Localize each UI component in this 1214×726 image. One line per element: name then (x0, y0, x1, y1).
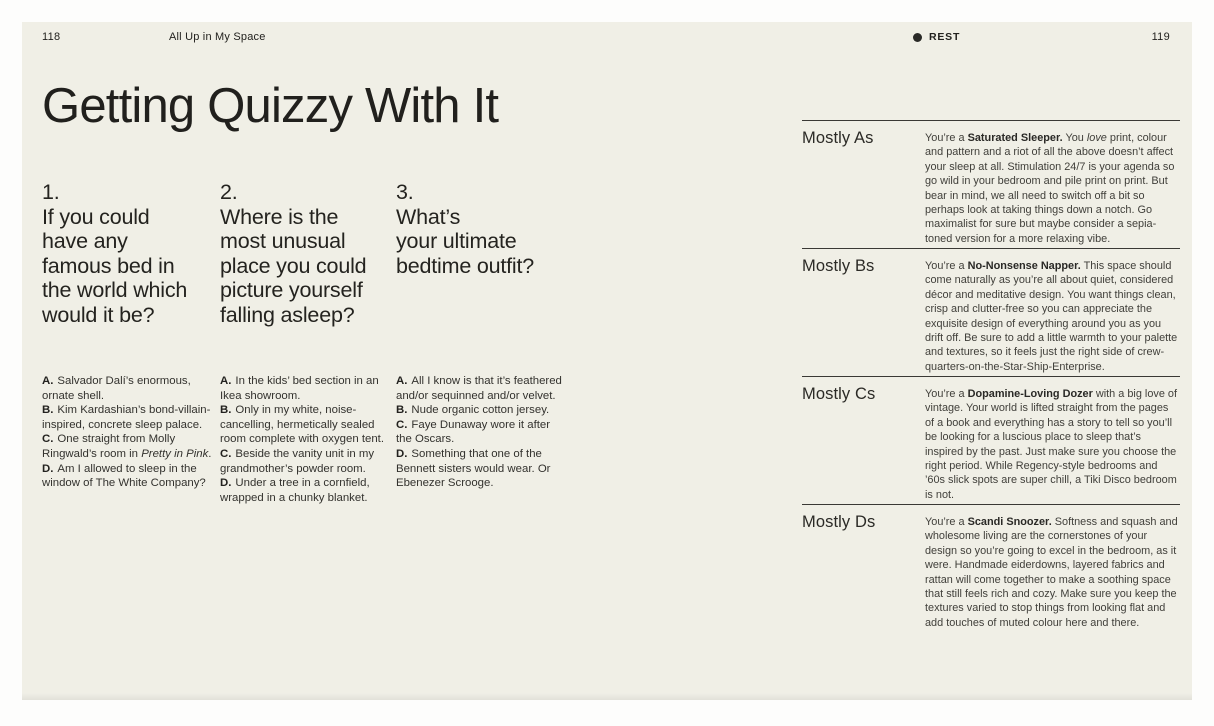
result-text: You’re a No-Nonsense Napper. This space … (925, 249, 1180, 374)
answer-item: D. Something that one of the Bennett sist… (396, 447, 568, 491)
answer-text: Only in my white, noise-cancelling, herm… (220, 404, 384, 446)
book-spread: 118 All Up in My Space REST 119 Getting … (22, 22, 1192, 700)
result-text: You’re a Scandi Snoozer. Softness and sq… (925, 505, 1180, 630)
answer-text: . (208, 447, 212, 460)
answer-label: D. (220, 477, 232, 490)
answer-text: Something that one of the Bennett sister… (396, 447, 551, 490)
answer-label: B. (220, 404, 232, 417)
answer-label: C. (42, 433, 54, 446)
page-number-left: 118 (42, 31, 61, 43)
result-label: Mostly Bs (802, 257, 875, 275)
result-persona-name: Saturated Sleeper. (967, 132, 1063, 144)
section-label: REST (929, 31, 961, 43)
answer-text: Under a tree in a cornfield, wrapped in … (220, 477, 370, 504)
result-section-mostly-ds: Mostly Ds You’re a Scandi Snoozer. Softn… (802, 504, 1180, 632)
answer-item: A. All I know is that it’s feathered and/… (396, 374, 568, 403)
answer-label: A. (42, 375, 54, 387)
question-2: 2. Where is the most unusual place you c… (220, 180, 390, 327)
answer-label: A. (220, 375, 232, 387)
question-line: your ultimate (396, 229, 517, 253)
question-number: 2. (220, 180, 238, 204)
result-text-segment: You’re a (925, 388, 968, 400)
result-persona-name: No-Nonsense Napper. (967, 260, 1081, 272)
answer-text: One straight from Molly Ringwald’s room … (42, 433, 176, 460)
question-line: bedtime outfit? (396, 253, 535, 278)
answer-text: Faye Dunaway wore it after the Oscars. (396, 418, 551, 446)
answer-item: C. Beside the vanity unit in my grandmoth… (220, 447, 392, 476)
answer-text: Salvador Dalí’s enormous, ornate shell. (42, 375, 191, 402)
answer-item: B. Nude organic cotton jersey. (396, 403, 568, 418)
question-line: would it be? (42, 302, 155, 327)
result-label: Mostly As (802, 129, 874, 147)
answer-text: Beside the vanity unit in my grandmother… (220, 447, 375, 475)
answer-item: D. Am I allowed to sleep in the window of… (42, 462, 214, 491)
answer-text-italic: Pretty in Pink (141, 447, 209, 460)
quiz-results: Mostly As You’re a Saturated Sleeper. Yo… (802, 120, 1180, 632)
answer-item: C. Faye Dunaway wore it after the Oscars. (396, 418, 568, 447)
answer-item: D. Under a tree in a cornfield, wrapped i… (220, 476, 392, 505)
answer-label: D. (396, 447, 408, 460)
result-section-mostly-cs: Mostly Cs You’re a Dopamine-Loving Dozer… (802, 376, 1180, 504)
answer-item: C. One straight from Molly Ringwald’s roo… (42, 432, 214, 461)
answer-text: All I know is that it’s feathered and/or… (396, 375, 562, 402)
answers-question-1: A. Salvador Dalí’s enormous, ornate shell… (42, 374, 214, 491)
result-text-segment: You’re a (925, 132, 968, 144)
answer-text: In the kids’ bed section in an Ikea show… (220, 375, 379, 402)
answer-text: Kim Kardashian’s bond-villain-inspired, … (42, 404, 211, 431)
book-title: All Up in My Space (169, 31, 266, 43)
question-line: picture yourself (220, 278, 363, 302)
result-text-segment: You’re a (925, 260, 968, 272)
page-number-right: 119 (1151, 31, 1170, 43)
result-text-segment: print, colour and pattern and a riot of … (925, 132, 1175, 245)
result-text-segment: You’re a (925, 516, 968, 528)
answer-label: C. (220, 447, 232, 460)
result-text-segment: You (1062, 132, 1087, 144)
question-line: have any (42, 229, 128, 253)
question-number: 1. (42, 180, 60, 204)
section-tag: REST (913, 31, 960, 43)
result-persona-name: Dopamine-Loving Dozer (967, 388, 1093, 400)
result-text: You’re a Dopamine-Loving Dozer with a bi… (925, 377, 1180, 502)
question-3: 3. What’s your ultimate bedtime outfit? (396, 180, 566, 278)
answer-item: B. Kim Kardashian’s bond-villain-inspired… (42, 403, 214, 432)
answers-question-2: A. In the kids’ bed section in an Ikea sh… (220, 374, 392, 505)
result-text-segment: This space should come naturally as you’… (925, 260, 1178, 373)
question-number: 3. (396, 180, 414, 204)
result-section-mostly-as: Mostly As You’re a Saturated Sleeper. Yo… (802, 120, 1180, 248)
answer-item: A. Salvador Dalí’s enormous, ornate shell… (42, 374, 214, 403)
question-line: Where is the (220, 204, 339, 229)
answer-text: Am I allowed to sleep in the window of T… (42, 462, 206, 490)
question-line: the world which (42, 278, 188, 302)
question-line: If you could (42, 204, 150, 229)
answers-question-3: A. All I know is that it’s feathered and/… (396, 374, 568, 491)
answer-item: B. Only in my white, noise-cancelling, he… (220, 403, 392, 447)
answer-item: A. In the kids’ bed section in an Ikea sh… (220, 374, 392, 403)
bullet-icon (913, 32, 922, 42)
answer-label: B. (42, 404, 54, 417)
answer-label: B. (396, 404, 408, 417)
result-text-italic: love (1086, 132, 1107, 144)
result-section-mostly-bs: Mostly Bs You’re a No-Nonsense Napper. T… (802, 248, 1180, 376)
answer-label: C. (396, 418, 408, 431)
answer-label: D. (42, 462, 54, 475)
result-persona-name: Scandi Snoozer. (967, 516, 1052, 528)
answer-label: A. (396, 375, 408, 387)
result-text: You’re a Saturated Sleeper. You love pri… (925, 121, 1180, 246)
question-line: falling asleep? (220, 302, 355, 327)
answer-text: Nude organic cotton jersey. (411, 404, 550, 417)
question-1: 1. If you could have any famous bed in t… (42, 180, 212, 327)
question-line: What’s (396, 204, 461, 229)
result-text-segment: Softness and squash and wholesome living… (925, 516, 1178, 629)
result-text-segment: with a big love of vintage. Your world i… (925, 388, 1177, 501)
question-line: famous bed in (42, 253, 175, 278)
result-label: Mostly Ds (802, 513, 876, 531)
result-label: Mostly Cs (802, 385, 876, 403)
question-line: most unusual (220, 229, 346, 253)
running-head: 118 All Up in My Space REST 119 (22, 31, 1192, 47)
page-title: Getting Quizzy With It (42, 79, 499, 133)
question-line: place you could (220, 253, 367, 278)
